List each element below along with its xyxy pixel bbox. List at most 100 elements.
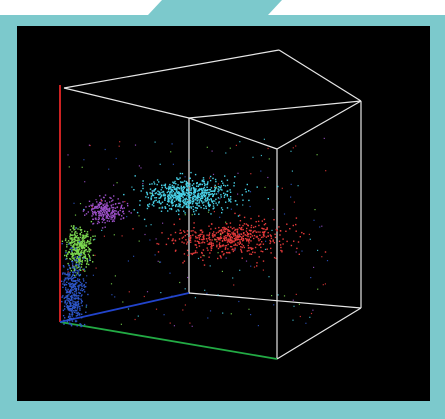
scatter-outlier-point (312, 309, 314, 311)
scatter-point (228, 233, 230, 235)
scatter-point (96, 222, 99, 225)
scatter-point (103, 205, 106, 208)
scatter-point (73, 303, 75, 305)
scatter-point (75, 260, 78, 262)
scatter-point (127, 205, 129, 207)
scatter-outlier-point (317, 288, 319, 290)
scatter-point (181, 181, 183, 184)
scatter-point (84, 244, 86, 247)
scatter-point (208, 193, 210, 195)
scatter-point (192, 234, 194, 236)
scatter-point (76, 309, 78, 312)
scatter-point (73, 284, 75, 286)
scatter-point (100, 208, 102, 210)
scatter-3d-canvas[interactable] (17, 26, 430, 401)
scatter-point (101, 221, 104, 223)
scatter-point (110, 197, 112, 199)
scatter-point (90, 204, 92, 206)
scatter-point (79, 255, 81, 258)
scatter-outlier-point (95, 199, 97, 201)
scatter-outlier-point (189, 322, 191, 324)
scatter-point (202, 204, 205, 206)
scatter-point (67, 240, 70, 242)
scatter-point (217, 247, 220, 250)
scatter-point (229, 242, 232, 244)
scatter-point (108, 210, 110, 212)
scatter-point (173, 194, 175, 196)
scatter-point (183, 201, 186, 203)
scatter-point (227, 243, 229, 246)
scatter-point (77, 250, 79, 253)
scatter-point (241, 246, 243, 249)
scatter-point (91, 210, 94, 213)
scatter-point (193, 196, 195, 198)
scatter-point (120, 205, 123, 207)
scatter-point (67, 316, 70, 318)
scatter-point (262, 243, 265, 245)
scatter-point (73, 237, 75, 239)
scatter-point (87, 253, 90, 255)
scatter-point (228, 251, 230, 254)
scatter-point (75, 271, 77, 274)
scatter-point (70, 276, 73, 278)
scatter-point (219, 239, 221, 241)
scatter-point (83, 286, 86, 288)
scatter-outlier-point (249, 191, 252, 193)
scatter-point (62, 283, 64, 285)
scatter-point (69, 271, 71, 274)
scatter-point (233, 185, 235, 187)
scatter-point (183, 180, 186, 182)
scatter-point (196, 182, 198, 185)
scatter-point (116, 206, 118, 209)
scatter-point (77, 242, 79, 244)
scatter-point (84, 251, 86, 253)
scatter-point (80, 260, 82, 263)
scatter-point (213, 207, 215, 209)
scatter-point (234, 243, 237, 245)
scatter-point (222, 182, 224, 184)
scatter-point (195, 235, 197, 238)
scatter-outlier-point (154, 141, 156, 143)
3d-plot-viewport[interactable] (17, 26, 430, 401)
scatter-point (278, 240, 281, 242)
scatter-point (196, 185, 198, 187)
scatter-outlier-point (90, 229, 92, 231)
scatter-point (112, 203, 114, 206)
scatter-point (158, 201, 160, 203)
scatter-point (263, 228, 265, 230)
scatter-point (251, 235, 254, 237)
scatter-point (198, 202, 200, 204)
scatter-point (240, 248, 242, 251)
scatter-point (78, 274, 80, 277)
scatter-outlier-point (242, 204, 244, 206)
scatter-point (68, 308, 70, 310)
scatter-point (72, 302, 74, 304)
scatter-point (72, 274, 74, 277)
scatter-point (194, 231, 196, 233)
scatter-outlier-point (162, 222, 164, 224)
scatter-point (164, 206, 166, 208)
scatter-point (220, 255, 222, 258)
scatter-point (104, 210, 106, 212)
scatter-point (140, 190, 142, 192)
scatter-point (259, 234, 261, 236)
scatter-point (149, 188, 152, 190)
scatter-point (84, 234, 86, 237)
scatter-point (80, 323, 82, 326)
scatter-point (67, 309, 70, 311)
scatter-point (66, 297, 68, 299)
scatter-point (146, 207, 149, 210)
scatter-point (229, 235, 231, 237)
scatter-point (83, 252, 85, 255)
scatter-point (70, 238, 72, 240)
scatter-outlier-point (253, 266, 256, 268)
scatter-point (74, 228, 76, 231)
scatter-point (210, 213, 212, 215)
scatter-point (77, 289, 80, 291)
scatter-point (170, 208, 173, 211)
scatter-point (207, 202, 209, 205)
scatter-point (262, 234, 265, 236)
scatter-point (205, 207, 207, 209)
scatter-outlier-point (127, 308, 130, 310)
scatter-point (78, 260, 80, 262)
